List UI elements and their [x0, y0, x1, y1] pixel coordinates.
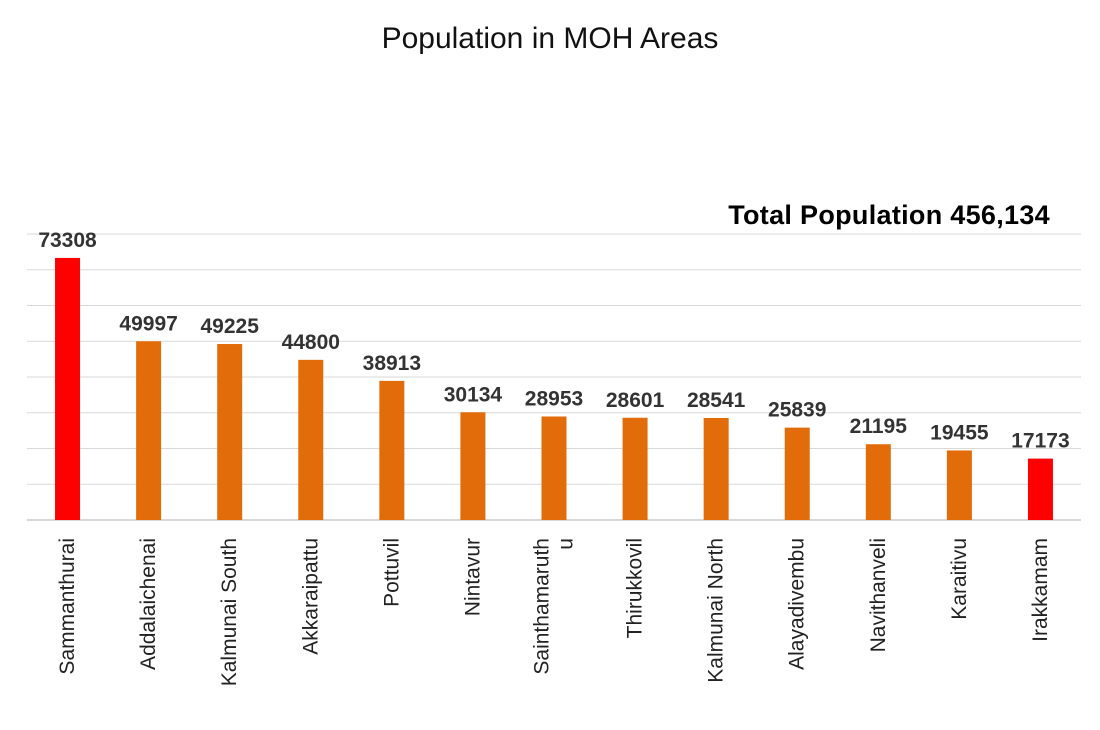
bar: [703, 417, 729, 520]
data-label: 25839: [768, 399, 826, 422]
data-label: 49997: [119, 312, 177, 335]
bar: [865, 444, 891, 520]
x-tick-label-line: Sammanthurai: [56, 538, 79, 675]
x-tick-label-line: Thirukkovil: [624, 538, 647, 638]
data-label: 44800: [282, 331, 340, 354]
bar: [298, 359, 324, 520]
data-label: 28601: [606, 389, 665, 412]
x-tick-label: Alayadivembu: [786, 538, 809, 670]
bar: [1027, 458, 1053, 520]
data-label: 49225: [200, 315, 259, 338]
x-tick-label-line: Kalmunai South: [218, 538, 241, 686]
bar: [460, 412, 486, 520]
x-tick-label: Kalmunai North: [705, 538, 728, 683]
x-tick-label-line: Alayadivembu: [786, 538, 809, 670]
x-tick-label-line: Irakkamam: [1029, 538, 1052, 642]
x-tick-label: Sammanthurai: [56, 538, 79, 675]
x-tick-label: Thirukkovil: [624, 538, 647, 638]
bar: [217, 344, 243, 520]
x-tick-label-line: Sainthamaruth: [531, 538, 554, 675]
x-tick-label: Akkaraipattu: [299, 538, 322, 655]
bar: [55, 257, 81, 520]
x-tick-label: Irakkamam: [1029, 538, 1052, 642]
data-label: 38913: [363, 352, 421, 375]
bar: [541, 416, 567, 520]
x-tick-label-line: Nintavur: [461, 538, 484, 616]
x-tick-label: Navithanveli: [867, 538, 890, 652]
x-tick-label-line: Karaitivu: [948, 538, 971, 620]
x-tick-label-line: Pottuvil: [380, 538, 403, 607]
x-tick-label-line: Kalmunai North: [705, 538, 728, 683]
data-label: 73308: [38, 229, 97, 252]
total-population-annotation: Total Population 456,134: [728, 200, 1050, 230]
x-tick-label: Sainthamaruth u: [531, 538, 578, 675]
bar: [622, 417, 648, 520]
bar: [946, 450, 972, 520]
x-tick-label-line: Navithanveli: [867, 538, 890, 652]
x-tick-label-line: Addalaichenai: [137, 538, 160, 670]
x-tick-label: Nintavur: [461, 538, 484, 616]
x-tick-label: Kalmunai South: [218, 538, 241, 686]
data-label: 28953: [525, 387, 583, 410]
x-tick-label: Addalaichenai: [137, 538, 160, 670]
data-label: 19455: [930, 421, 989, 444]
x-tick-label-line: u: [555, 538, 578, 550]
data-label: 17173: [1011, 430, 1069, 453]
bar: [784, 427, 810, 520]
x-tick-label: Pottuvil: [380, 538, 403, 607]
x-tick-label-line: Akkaraipattu: [299, 538, 322, 655]
data-label: 21195: [850, 415, 908, 438]
x-tick-label: Karaitivu: [948, 538, 971, 620]
data-label: 28541: [687, 389, 746, 412]
data-label: 30134: [444, 383, 503, 406]
bar: [379, 380, 405, 520]
chart-title: Population in MOH Areas: [381, 22, 719, 55]
bar: [136, 341, 162, 520]
